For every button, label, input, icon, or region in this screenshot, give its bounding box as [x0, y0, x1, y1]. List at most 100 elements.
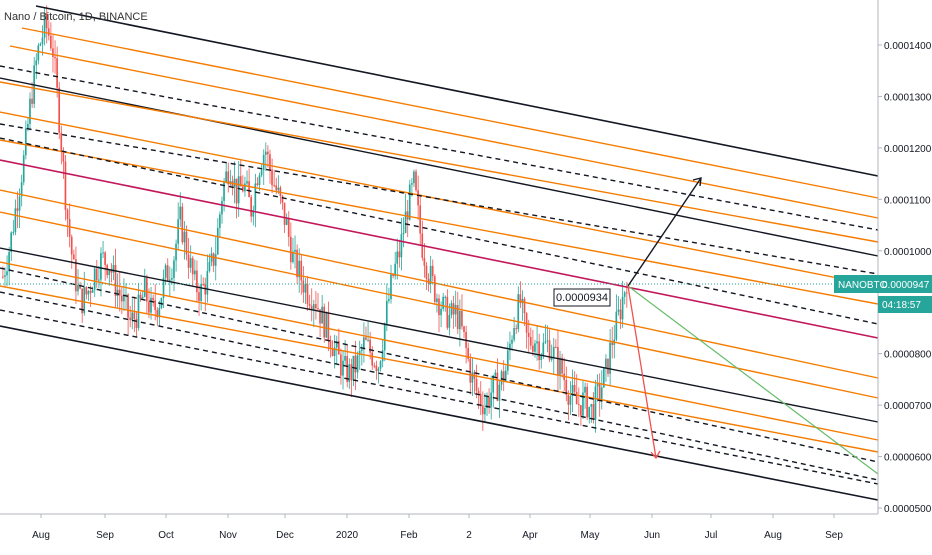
- candle-body: [486, 396, 488, 408]
- annotation-label[interactable]: 0.0000934: [553, 288, 611, 307]
- candle-body: [594, 386, 597, 420]
- candle-body: [198, 292, 200, 301]
- candle-body: [49, 35, 52, 49]
- candle-body: [573, 384, 576, 392]
- candle-body: [561, 357, 563, 374]
- candle-body: [529, 336, 532, 346]
- candle-body: [358, 350, 361, 356]
- candle-body: [333, 347, 336, 356]
- price-value: 0.0000947: [882, 280, 930, 291]
- candle-body: [329, 340, 332, 350]
- candle-body: [223, 181, 225, 201]
- channel-mid-black-1: [0, 77, 879, 257]
- candle-body: [325, 311, 328, 338]
- candle-body: [244, 183, 246, 192]
- candle-body: [577, 404, 580, 406]
- candle-body: [64, 161, 67, 210]
- x-tick-label: May: [581, 530, 600, 541]
- candle-body: [158, 308, 161, 318]
- candle-body: [569, 396, 572, 405]
- candle-body: [521, 298, 524, 304]
- candle-body: [248, 181, 250, 198]
- candle-body: [575, 391, 578, 405]
- candle-body: [75, 259, 77, 292]
- candle-body: [283, 202, 286, 225]
- candle-body: [306, 284, 309, 305]
- candle-body: [365, 337, 367, 340]
- x-tick-label: 2: [466, 530, 472, 541]
- channel-lower-black: [0, 325, 879, 501]
- candle-body: [607, 358, 609, 374]
- candle-body: [605, 358, 607, 369]
- candle-body: [150, 297, 152, 313]
- candle-body: [502, 371, 505, 382]
- candle-body: [527, 332, 530, 337]
- candle-body: [97, 279, 100, 281]
- candle-body: [292, 251, 294, 263]
- candle-body: [168, 279, 171, 282]
- candle-body: [294, 249, 296, 252]
- candle-body: [241, 186, 244, 192]
- candle-body: [548, 340, 551, 360]
- candle-body: [506, 350, 509, 371]
- candle-body: [85, 287, 88, 295]
- title-exchange: BINANCE: [98, 11, 148, 23]
- candle-body: [538, 341, 540, 360]
- candle-body: [135, 318, 138, 329]
- candle-body: [187, 254, 190, 268]
- candle-body: [475, 378, 478, 391]
- candle-body: [254, 183, 257, 211]
- x-axis[interactable]: Aug Sep Oct Nov Dec 2020 Feb 2 Apr May Jun Jul Aug Se…: [0, 513, 932, 550]
- candle-body: [513, 328, 515, 340]
- y-tick-label: 0.0000700: [884, 401, 932, 412]
- candle-body: [18, 196, 21, 211]
- candle-body: [456, 305, 459, 330]
- candle-body: [540, 355, 543, 360]
- y-tick-label: 0.0001100: [884, 195, 931, 206]
- candle-body: [141, 296, 144, 299]
- candle-body: [79, 284, 81, 289]
- candle-body: [47, 28, 50, 36]
- title-sep-1: /: [30, 11, 40, 23]
- channel-lines: [0, 5, 879, 501]
- candle-body: [458, 310, 461, 330]
- candle-body: [2, 276, 4, 278]
- dashed-3: [0, 137, 879, 325]
- candle-body: [6, 271, 8, 276]
- candle-body: [550, 357, 553, 360]
- title-symbol: Nano: [4, 11, 31, 23]
- candle-body: [346, 356, 348, 383]
- candle-body: [118, 289, 121, 296]
- title-quote: Bitcoin: [39, 11, 73, 23]
- candle-body: [402, 233, 405, 235]
- candle-body: [433, 276, 436, 302]
- x-tick-label: Aug: [32, 530, 50, 541]
- candle-body: [8, 251, 10, 272]
- candle-body: [369, 339, 371, 353]
- candle-body: [617, 309, 620, 312]
- candle-body: [609, 342, 611, 374]
- candle-body: [196, 270, 198, 293]
- candle-body: [177, 219, 179, 244]
- candle-body: [321, 306, 323, 324]
- candle-body: [123, 294, 125, 302]
- title-sep-3: ,: [92, 11, 99, 23]
- title-sep-2: ,: [72, 11, 79, 23]
- candle-body: [509, 343, 511, 351]
- candle-body: [12, 231, 15, 233]
- candle-body: [315, 304, 317, 309]
- candle-body: [127, 294, 129, 318]
- candle-body: [219, 214, 221, 228]
- x-tick-label: Oct: [158, 530, 174, 541]
- candle-body: [404, 211, 407, 234]
- candle-body: [440, 308, 442, 316]
- candle-body: [408, 184, 411, 220]
- annotation-text: 0.0000934: [556, 292, 608, 304]
- candle-body: [162, 277, 165, 298]
- candle-body: [72, 254, 75, 260]
- candle-body: [189, 258, 192, 268]
- candle-body: [337, 341, 340, 355]
- candle-body: [275, 185, 278, 191]
